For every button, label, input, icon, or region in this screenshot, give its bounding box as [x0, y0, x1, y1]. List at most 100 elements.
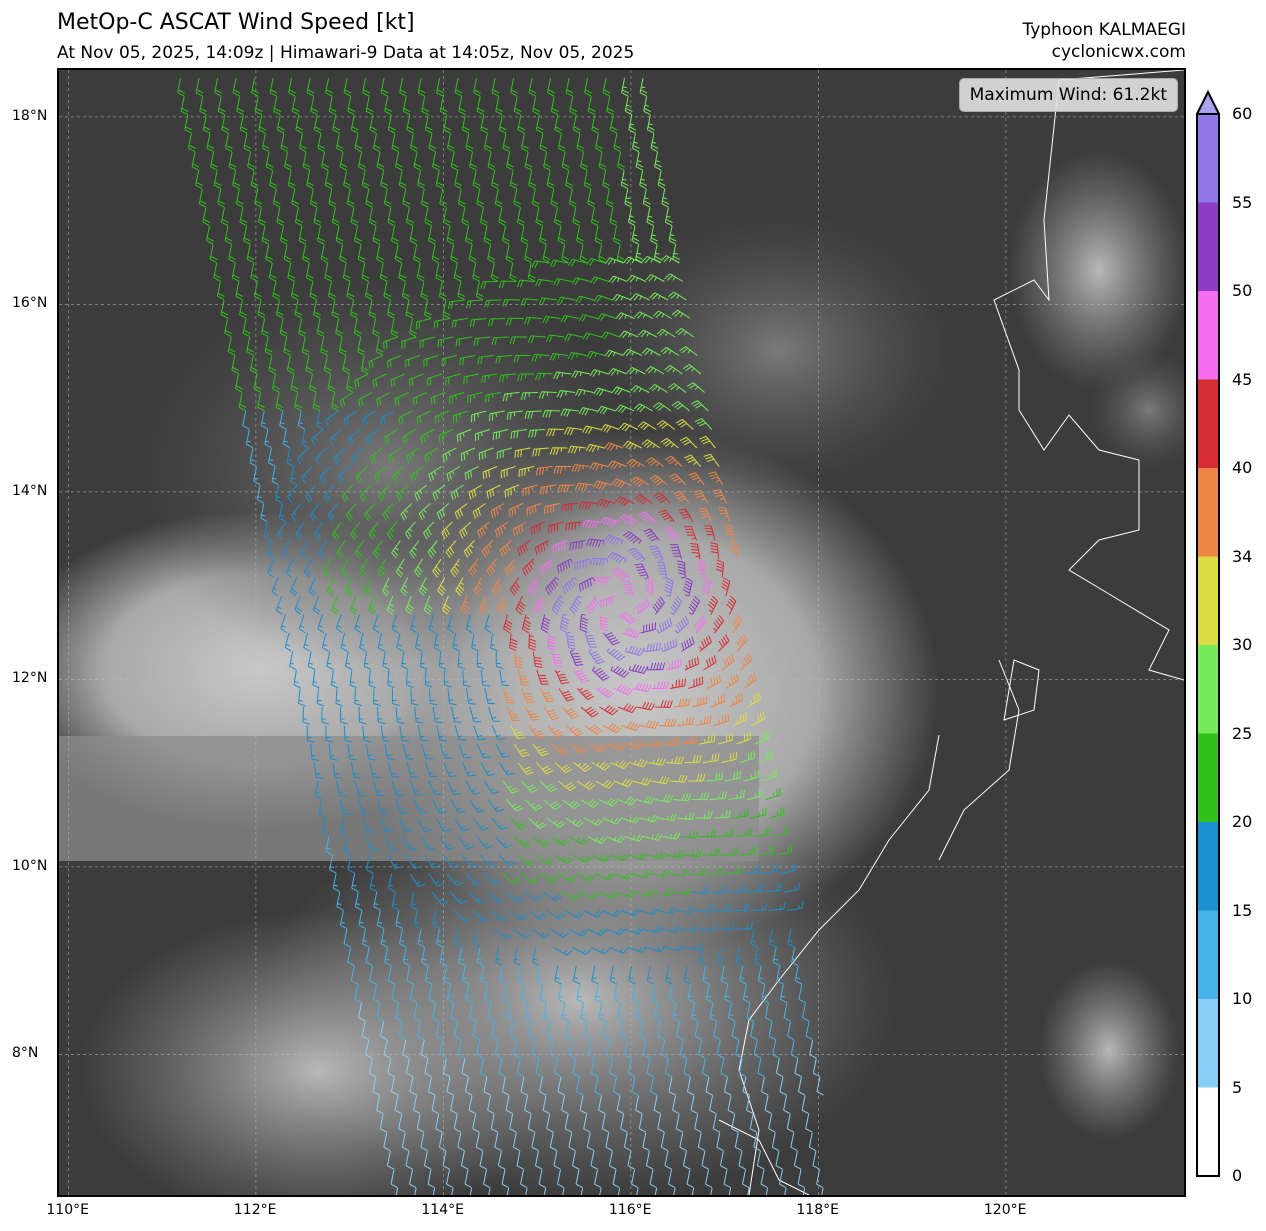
- wind-barb: [775, 1058, 784, 1077]
- wind-barb: [649, 384, 668, 393]
- wind-barb: [538, 1076, 547, 1096]
- wind-barb: [520, 1169, 528, 1188]
- wind-barb: [380, 817, 394, 833]
- map-panel[interactable]: Maximum Wind: 61.2kt: [57, 68, 1186, 1197]
- wind-barb: [510, 725, 525, 740]
- wind-barb: [324, 170, 333, 189]
- wind-barb: [776, 965, 784, 985]
- wind-barb: [615, 312, 635, 320]
- wind-barb: [587, 836, 607, 845]
- wind-barb: [589, 557, 609, 566]
- wind-barb: [390, 1076, 399, 1096]
- wind-barb: [548, 521, 564, 534]
- wind-barb: [359, 632, 367, 652]
- wind-barb: [542, 244, 551, 263]
- wind-barb: [586, 1132, 595, 1151]
- wind-barb: [423, 521, 435, 540]
- wind-barb: [231, 262, 240, 282]
- wind-barb: [420, 836, 436, 851]
- wind-barb: [558, 780, 577, 791]
- wind-barb: [372, 225, 381, 245]
- wind-barb: [577, 687, 595, 701]
- wind-barb: [317, 133, 326, 152]
- wind-barb: [661, 831, 681, 840]
- wind-barb: [728, 693, 744, 708]
- wind-barb: [656, 328, 676, 338]
- wind-barb: [735, 922, 754, 930]
- wind-barb: [221, 114, 230, 134]
- wind-barb: [650, 775, 670, 785]
- wind-barb: [564, 1113, 572, 1133]
- wind-barb: [606, 648, 626, 661]
- wind-barb: [305, 262, 314, 282]
- wind-barb: [406, 965, 414, 985]
- colorbar-tick-label: 30: [1232, 635, 1253, 654]
- wind-barb: [664, 273, 684, 282]
- wind-barb: [387, 299, 395, 319]
- wind-barb: [396, 632, 404, 652]
- wind-barb: [361, 410, 376, 427]
- wind-barb: [450, 484, 464, 501]
- wind-barb: [424, 299, 432, 319]
- wind-barb: [402, 743, 414, 760]
- wind-barb: [742, 1076, 750, 1096]
- wind-barb: [450, 558, 461, 578]
- wind-barb: [531, 260, 550, 269]
- wind-barb: [458, 743, 472, 759]
- wind-barb: [264, 429, 272, 448]
- wind-barb: [576, 225, 584, 245]
- lat-tick-label: 18°N: [12, 107, 48, 124]
- wind-barb: [502, 984, 510, 1003]
- wind-barb: [376, 1095, 384, 1114]
- wind-barb: [649, 1169, 657, 1188]
- wind-barb: [761, 864, 779, 874]
- wind-barb: [290, 577, 298, 597]
- wind-barb: [391, 225, 399, 245]
- wind-barb: [617, 1002, 625, 1022]
- wind-barb: [499, 373, 516, 383]
- wind-barb: [738, 1150, 746, 1170]
- wind-barb: [465, 984, 473, 1003]
- wind-barb: [669, 544, 683, 560]
- wind-barb: [525, 1187, 528, 1195]
- wind-barb: [598, 891, 618, 899]
- wind-barb: [213, 170, 222, 189]
- wind-barb: [494, 928, 513, 940]
- wind-barb: [794, 965, 802, 985]
- wind-barb: [727, 1095, 735, 1114]
- wind-barb: [484, 392, 502, 403]
- wind-barb: [253, 466, 261, 485]
- wind-barb: [469, 706, 482, 723]
- wind-barb: [721, 752, 738, 763]
- wind-barb: [591, 114, 600, 134]
- wind-barb: [491, 336, 509, 345]
- wind-barb: [335, 318, 343, 337]
- wind-barb: [362, 77, 370, 97]
- colorbar-segment: [1197, 556, 1219, 645]
- wind-barb: [565, 817, 585, 827]
- wind-barb: [328, 188, 337, 208]
- wind-barb: [439, 96, 448, 115]
- wind-barb: [698, 507, 712, 523]
- wind-barb: [450, 1002, 458, 1022]
- wind-barb: [354, 688, 362, 707]
- wind-barb: [691, 792, 710, 801]
- wind-barb: [184, 114, 193, 134]
- wind-barb: [528, 170, 537, 189]
- wind-barb: [724, 771, 742, 782]
- wind-barb: [668, 1169, 676, 1188]
- wind-barb: [224, 225, 233, 245]
- wind-barb: [488, 706, 501, 722]
- wind-barb: [433, 318, 450, 329]
- wind-barb: [583, 170, 592, 189]
- wind-barb: [634, 403, 653, 413]
- wind-barb: [379, 262, 388, 282]
- wind-barb: [582, 520, 601, 529]
- wind-barb: [282, 429, 291, 448]
- wind-barb: [655, 700, 673, 709]
- wind-barb: [683, 525, 697, 541]
- wind-barb: [518, 466, 535, 478]
- wind-barb: [386, 595, 395, 615]
- wind-barb: [343, 410, 357, 427]
- wind-barb: [623, 256, 643, 265]
